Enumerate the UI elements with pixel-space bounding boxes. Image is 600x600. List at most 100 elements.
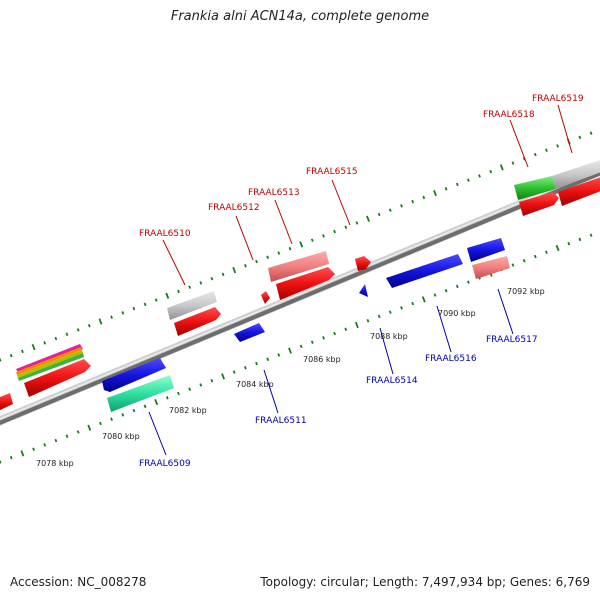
gene-stripe [17, 350, 83, 378]
minor-tick [444, 187, 448, 191]
minor-tick [199, 281, 203, 285]
minor-tick [143, 302, 147, 307]
tick-label-7088: 7088 kbp [370, 332, 408, 341]
minor-tick [511, 161, 515, 165]
gene-FRAAL6510-pseudo [167, 291, 217, 320]
minor-tick [99, 421, 102, 426]
minor-tick [533, 254, 537, 259]
major-tick [87, 424, 92, 431]
minor-tick [177, 289, 180, 294]
minor-tick [444, 289, 448, 293]
minor-tick [388, 310, 392, 314]
label-leaders [148, 104, 573, 456]
major-tick [288, 347, 292, 354]
minor-tick [110, 417, 113, 421]
leader-FRAAL6518 [509, 119, 529, 168]
minor-tick [344, 225, 348, 229]
minor-tick [377, 314, 381, 319]
gene-label-FRAAL6515[interactable]: FRAAL6515 [306, 167, 358, 177]
minor-tick [422, 195, 426, 200]
genome-backbone [0, 166, 600, 426]
gene-FRAAL6511 [234, 323, 265, 342]
minor-tick [545, 148, 548, 152]
leader-FRAAL6519 [557, 104, 573, 154]
leader-FRAAL6515 [331, 179, 351, 226]
minor-tick [388, 208, 392, 212]
minor-tick [221, 272, 225, 277]
minor-tick [277, 353, 281, 357]
minor-tick [121, 413, 125, 417]
minor-tick [322, 234, 325, 238]
tick-label-7082: 7082 kbp [169, 406, 207, 415]
gene-FRAAL6509 [107, 375, 174, 412]
leader-FRAAL6511 [263, 369, 279, 414]
minor-tick [366, 319, 370, 323]
gene-label-FRAAL6512[interactable]: FRAAL6512 [208, 203, 260, 213]
minor-tick [266, 255, 270, 259]
tick-labels: 7078 kbp 7080 kbp 7082 kbp 7084 kbp 7086… [36, 287, 545, 468]
tick-label-7092: 7092 kbp [507, 287, 545, 296]
gene-label-FRAAL6514[interactable]: FRAAL6514 [366, 376, 418, 386]
tick-label-7084: 7084 kbp [236, 380, 274, 389]
minor-tick [411, 301, 415, 306]
minor-tick [467, 280, 470, 284]
reverse-genes [102, 238, 510, 412]
minor-tick [589, 233, 593, 237]
minor-tick [76, 328, 80, 332]
major-tick [154, 398, 159, 406]
minor-tick [556, 144, 559, 148]
minor-tick [533, 152, 537, 157]
leader-FRAAL6516 [436, 305, 452, 353]
minor-tick [232, 370, 236, 374]
minor-tick [210, 378, 214, 383]
minor-tick [143, 404, 147, 409]
minor-tick [65, 332, 69, 336]
gene-labels: FRAAL6510 FRAAL6512 FRAAL6513 FRAAL6515 … [139, 94, 584, 469]
gene-FRAAL6514 [359, 284, 368, 297]
leader-FRAAL6513 [274, 199, 293, 245]
major-tick [299, 241, 304, 248]
minor-tick [255, 361, 258, 366]
gene-FRAAL6509-reverse [102, 358, 166, 392]
minor-tick [522, 259, 526, 263]
minor-tick [177, 391, 180, 396]
gene-FRAAL6518-green [514, 176, 556, 200]
minor-tick [32, 447, 35, 451]
gene-label-FRAAL6513[interactable]: FRAAL6513 [248, 188, 300, 198]
minor-tick [244, 264, 247, 268]
major-tick [354, 321, 359, 329]
gene-FRAAL6518 [519, 192, 559, 216]
minor-tick [65, 434, 69, 438]
gene-label-FRAAL6519[interactable]: FRAAL6519 [532, 94, 584, 104]
minor-tick [355, 221, 359, 225]
minor-tick [43, 341, 47, 345]
gene-FRAAL6517 [472, 256, 510, 279]
minor-tick [54, 438, 58, 443]
gene-label-FRAAL6510[interactable]: FRAAL6510 [139, 229, 191, 239]
major-tick [165, 292, 170, 299]
minor-tick [9, 455, 13, 460]
minor-tick [132, 408, 136, 413]
minor-tick [188, 285, 192, 289]
minor-tick [76, 430, 80, 434]
gene-label-FRAAL6511[interactable]: FRAAL6511 [255, 416, 307, 426]
minor-tick [455, 182, 459, 187]
minor-tick [411, 199, 415, 204]
gene-label-FRAAL6509[interactable]: FRAAL6509 [139, 459, 191, 469]
major-tick [366, 215, 370, 222]
gene-label-FRAAL6517[interactable]: FRAAL6517 [486, 335, 538, 345]
minor-tick [310, 340, 314, 344]
leader-FRAAL6514 [379, 327, 394, 375]
minor-tick [21, 349, 24, 354]
minor-tick [110, 315, 113, 319]
gene-label-FRAAL6516[interactable]: FRAAL6516 [425, 354, 477, 364]
gene-label-FRAAL6518[interactable]: FRAAL6518 [483, 110, 535, 120]
minor-tick [322, 336, 325, 340]
minor-tick [165, 396, 169, 400]
gene-FRAAL6515 [355, 256, 371, 271]
leader-FRAAL6512 [235, 215, 254, 261]
forward-genes [0, 160, 600, 411]
minor-tick [121, 311, 125, 315]
tick-label-7078: 7078 kbp [36, 459, 74, 468]
